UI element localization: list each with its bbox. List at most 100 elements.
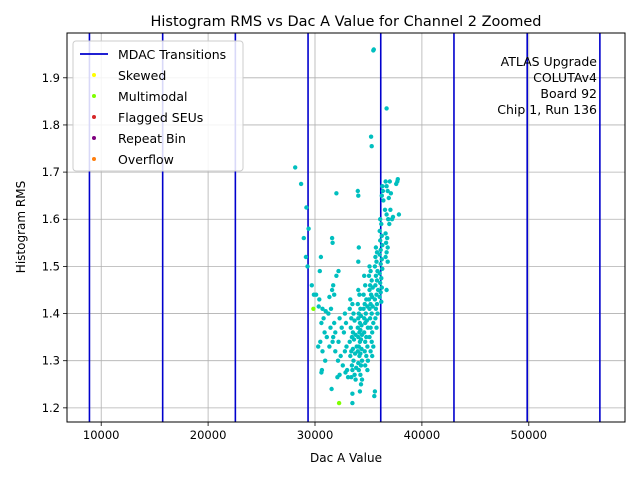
data-point [322, 330, 327, 335]
y-tick-label: 1.4 [42, 307, 60, 321]
data-point [330, 339, 335, 344]
data-point [334, 191, 339, 196]
data-point [318, 254, 324, 260]
data-point [369, 339, 374, 344]
data-point [380, 266, 385, 271]
data-point [336, 400, 342, 406]
data-point [356, 316, 361, 321]
data-point [357, 389, 363, 394]
data-point [348, 353, 353, 359]
data-point [390, 214, 396, 220]
data-point [380, 188, 386, 194]
data-point [371, 48, 376, 53]
annotation-line-1: ATLAS Upgrade [501, 54, 598, 69]
legend-label-overflow: Overflow [118, 152, 174, 167]
data-point [368, 268, 373, 274]
data-point [351, 311, 356, 316]
data-point [372, 389, 378, 394]
data-point [327, 344, 332, 349]
data-point [351, 358, 356, 363]
chart-title: Histogram RMS vs Dac A Value for Channel… [150, 14, 541, 30]
grid-lines [67, 33, 625, 422]
legend-label-multimodal: Multimodal [118, 89, 187, 104]
data-point [374, 278, 380, 283]
data-point [372, 264, 378, 269]
data-point [372, 393, 377, 399]
legend: MDAC Transitions Skewed Multimodal Flagg… [72, 40, 244, 172]
data-point [368, 349, 373, 354]
data-point [372, 297, 378, 302]
data-point [317, 297, 322, 302]
data-point [365, 344, 370, 349]
legend-label-repeat-bin: Repeat Bin [118, 131, 186, 146]
data-point [326, 311, 331, 316]
data-point [368, 325, 373, 330]
data-point [331, 283, 336, 288]
data-point [331, 334, 336, 340]
data-point [378, 280, 383, 286]
data-point [379, 285, 384, 290]
data-point [362, 330, 367, 335]
data-point [324, 334, 329, 340]
data-point [329, 235, 335, 241]
data-point [343, 370, 348, 375]
legend-label-flagged-seus: Flagged SEUs [118, 110, 203, 125]
annotation-line-3: Board 92 [540, 86, 597, 101]
data-point [348, 297, 353, 302]
data-point [373, 283, 378, 288]
data-point [321, 316, 326, 321]
data-point [304, 205, 309, 210]
data-point [359, 358, 365, 363]
legend-marker-overflow [92, 157, 96, 161]
data-point [368, 134, 374, 139]
data-point [371, 320, 376, 326]
data-point [383, 254, 388, 260]
data-point [359, 377, 365, 382]
data-point [366, 297, 372, 302]
x-axis-label: Dac A Value [310, 451, 382, 465]
data-point [378, 247, 383, 253]
x-tick-label: 10000 [83, 428, 120, 442]
data-point [336, 339, 341, 344]
data-point [370, 330, 375, 335]
y-tick-label: 1.2 [42, 401, 60, 415]
y-tick-label: 1.7 [42, 165, 60, 179]
data-point [303, 254, 309, 260]
data-point [355, 301, 360, 307]
data-point [374, 259, 379, 264]
data-point [374, 301, 380, 307]
legend-label-mdac: MDAC Transitions [118, 47, 226, 62]
data-point [357, 339, 363, 344]
data-point [329, 287, 335, 293]
legend-label-skewed: Skewed [118, 68, 166, 83]
data-point [388, 207, 393, 212]
annotation-line-2: COLUTAv4 [533, 70, 597, 85]
plot-area-frame [66, 32, 626, 423]
data-point [313, 292, 319, 297]
data-point [316, 344, 321, 349]
data-point [369, 144, 374, 149]
data-point [330, 240, 335, 245]
legend-box [72, 40, 244, 172]
data-point [367, 316, 373, 321]
data-point [320, 306, 325, 311]
data-point [353, 377, 358, 382]
data-point [382, 207, 388, 212]
data-point [378, 238, 383, 243]
data-point [378, 261, 383, 267]
data-point [352, 372, 357, 377]
data-point [369, 311, 374, 316]
data-point [333, 330, 338, 335]
data-point [378, 290, 383, 295]
data-point [383, 240, 389, 245]
data-point [339, 325, 344, 330]
data-point [349, 316, 354, 321]
x-tick-label: 20000 [190, 428, 227, 442]
data-point [373, 254, 378, 260]
data-point [364, 353, 369, 359]
y-tick-label: 1.6 [42, 212, 60, 226]
data-point [349, 363, 355, 368]
data-point [358, 363, 364, 368]
data-point [387, 221, 392, 227]
